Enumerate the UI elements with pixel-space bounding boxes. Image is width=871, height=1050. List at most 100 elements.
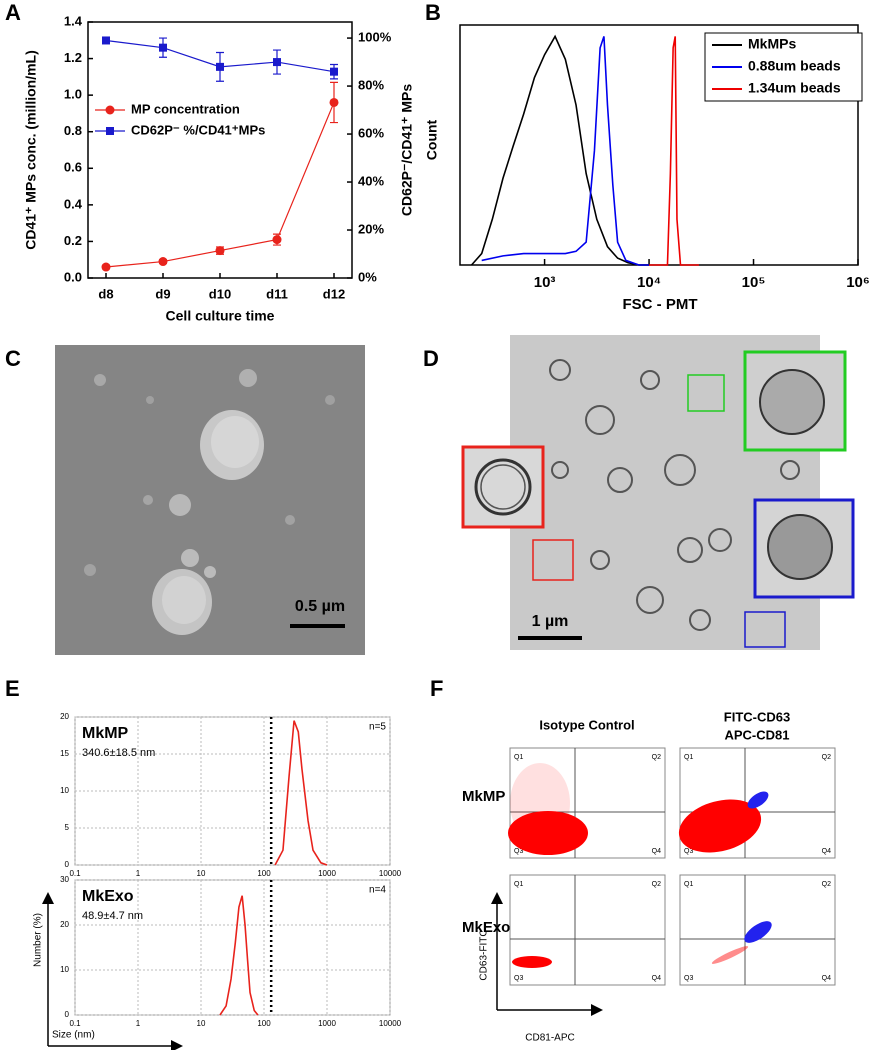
marker (159, 43, 167, 52)
quadrant-label: Q3 (514, 975, 523, 982)
y2-tick-label: 60% (358, 125, 384, 140)
column-header: Isotype Control (539, 717, 634, 732)
x-tick-label: 1 (136, 1019, 141, 1028)
event-cloud (747, 791, 769, 809)
quadrant-label: Q1 (514, 754, 523, 761)
quadrant-label: Q1 (684, 754, 693, 761)
flow-plot-frame (509, 874, 666, 986)
x-tick-label: d8 (98, 286, 113, 301)
y-tick-label: 10 (60, 965, 69, 974)
y-tick-label: 20 (60, 712, 69, 721)
y-tick-label: 1.4 (64, 13, 83, 28)
y-tick-label: 5 (65, 823, 70, 832)
event-cloud (510, 763, 570, 843)
x-tick-label: 0.1 (69, 1019, 81, 1028)
y-tick-label: 1.2 (64, 50, 82, 65)
y-tick-label: 15 (60, 749, 69, 758)
quadrant-label: Q2 (822, 881, 831, 888)
axis-label: CD81-APC (525, 1033, 574, 1044)
quadrant-label: Q3 (684, 975, 693, 982)
y-tick-label: 0 (65, 1010, 70, 1019)
marker (329, 97, 339, 107)
series-line (481, 36, 650, 266)
x-tick-label: 10 (197, 869, 206, 878)
marker (101, 262, 111, 272)
quadrant-label: Q2 (652, 881, 661, 888)
legend-label: MkMPs (748, 36, 796, 52)
x-tick-label: 0.1 (69, 869, 81, 878)
y2-tick-label: 0% (358, 269, 377, 284)
x-tick-label: 100 (257, 869, 271, 878)
y-tick-label: 0.2 (64, 233, 82, 248)
n-label: n=5 (369, 722, 386, 733)
x-tick-label: d9 (155, 286, 170, 301)
size-stat: 48.9±4.7 nm (82, 910, 143, 922)
legend-label: 1.34um beads (748, 80, 841, 96)
panel-label: F (430, 676, 443, 701)
column-header: APC-CD81 (724, 727, 789, 742)
legend-label: CD62P⁻ %/CD41⁺MPs (131, 122, 265, 137)
column-header: FITC-CD63 (724, 709, 790, 724)
x-tick-label: 10⁶ (846, 274, 870, 291)
y-tick-label: 10 (60, 786, 69, 795)
legend-label: MP concentration (131, 101, 240, 116)
x-tick-label: 10000 (379, 869, 402, 878)
event-cloud (508, 811, 588, 855)
quadrant-label: Q4 (652, 848, 661, 855)
series-line (219, 895, 259, 1016)
quadrant-label: Q3 (514, 848, 523, 855)
y-tick-label: 0.6 (64, 160, 82, 175)
x-axis-label: Cell culture time (166, 308, 275, 324)
sample-label: MkExo (82, 888, 134, 905)
x-tick-label: 10³ (534, 274, 556, 291)
size-stat: 340.6±18.5 nm (82, 747, 155, 759)
panel-label: A (5, 0, 21, 25)
y2-tick-label: 20% (358, 221, 384, 236)
scale-bar-label: 1 µm (532, 613, 569, 630)
quadrant-label: Q1 (684, 881, 693, 888)
series-line (470, 34, 650, 266)
x-tick-label: d11 (266, 286, 288, 301)
y-tick-label: 20 (60, 920, 69, 929)
x-tick-label: 1 (136, 869, 141, 878)
marker (272, 235, 282, 245)
y-tick-label: 30 (60, 875, 69, 884)
y2-tick-label: 80% (358, 77, 384, 92)
row-label: MkExo (462, 919, 510, 936)
legend-label: 0.88um beads (748, 58, 841, 74)
y2-axis-label: CD62P⁻/CD41⁺ MPs (399, 84, 415, 216)
quadrant-label: Q1 (514, 881, 523, 888)
marker (216, 62, 224, 71)
x-tick-label: 10⁵ (742, 274, 766, 291)
legend-marker (106, 127, 114, 135)
marker (102, 36, 110, 45)
marker (273, 58, 281, 67)
panel-label: D (423, 346, 439, 371)
y-tick-label: 0.8 (64, 123, 82, 138)
n-label: n=4 (369, 885, 386, 896)
y-tick-label: 0.0 (64, 269, 82, 284)
marker (158, 257, 168, 267)
marker (215, 246, 225, 256)
quadrant-label: Q4 (822, 975, 831, 982)
x-tick-label: 1000 (318, 1019, 336, 1028)
event-cloud (744, 921, 772, 943)
x-tick-label: d10 (209, 286, 231, 301)
x-tick-label: 1000 (318, 869, 336, 878)
scale-bar-label: 0.5 µm (295, 598, 345, 615)
x-tick-label: d12 (323, 286, 345, 301)
y-tick-label: 0 (65, 860, 70, 869)
flow-panel: Isotype Control FITC-CD63 APC-CD81 MkMP … (462, 709, 790, 1043)
tem-image: 1 µm (461, 335, 855, 650)
y2-tick-label: 40% (358, 173, 384, 188)
y-axis-label: Count (424, 119, 440, 160)
x-tick-label: 10000 (379, 1019, 402, 1028)
y-tick-label: 0.4 (64, 196, 83, 211)
x-tick-label: 100 (257, 1019, 271, 1028)
panel-label: E (5, 676, 20, 701)
series-line (649, 36, 699, 266)
marker (330, 67, 338, 76)
series-line (274, 720, 328, 866)
axis-label: CD63-FITC (479, 929, 490, 980)
